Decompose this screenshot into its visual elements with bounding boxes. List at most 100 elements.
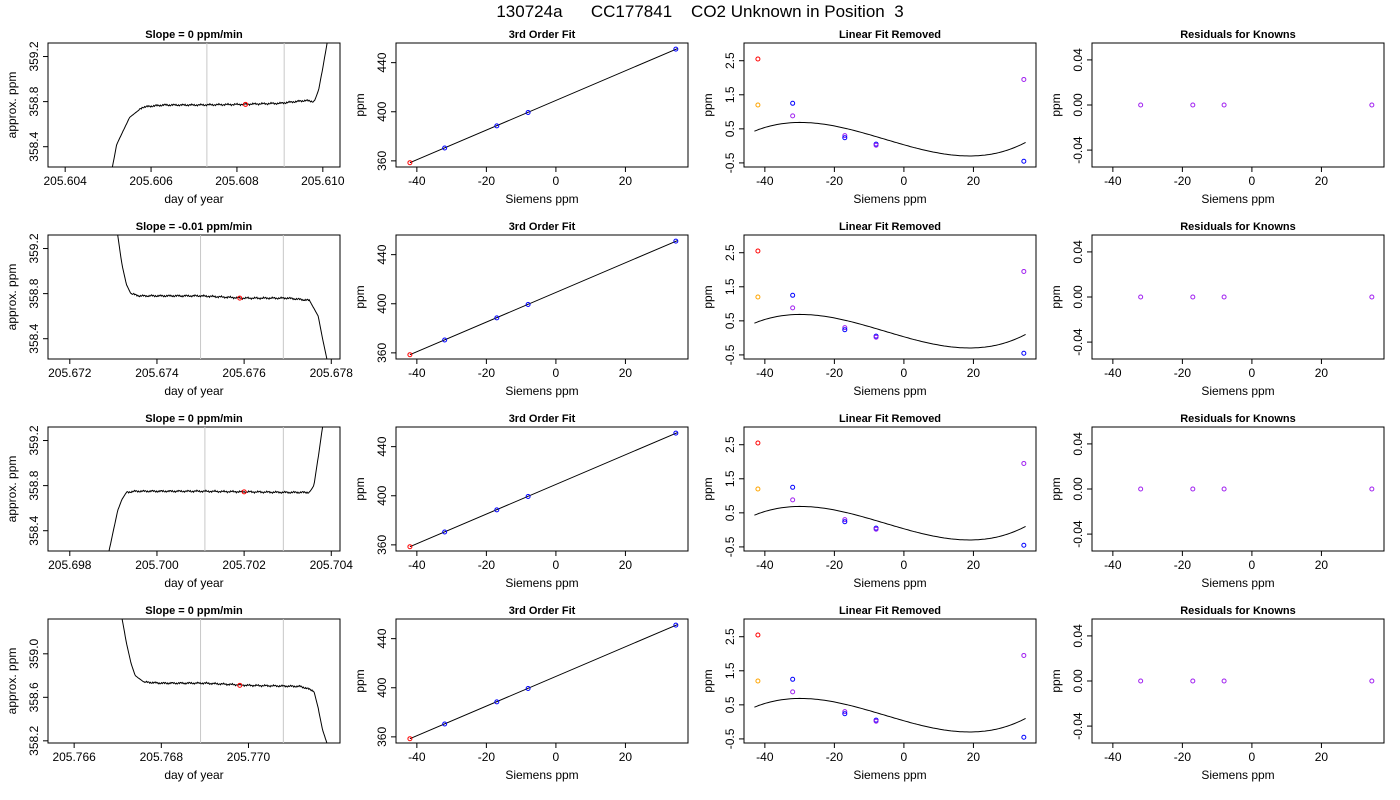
- x-tick-label: 205.678: [310, 366, 354, 380]
- data-trace: [111, 43, 328, 167]
- x-tick-label: 205.610: [301, 174, 345, 188]
- panel-r1-c4: Residuals for Knowns Siemens ppm ppm -40 -20…: [1049, 29, 1385, 206]
- x-tick-label: 205.700: [135, 558, 179, 572]
- x-tick-label: 0: [1249, 750, 1256, 764]
- x-tick-label: 205.674: [135, 366, 179, 380]
- data-point: [790, 676, 796, 682]
- y-tick-label: -0.04: [1071, 520, 1085, 548]
- y-tick-label: 0.04: [1071, 48, 1085, 72]
- plot-area: [1138, 678, 1375, 684]
- data-point: [755, 678, 761, 684]
- x-tick-label: -40: [408, 750, 426, 764]
- x-tick-label: -40: [756, 558, 774, 572]
- x-tick-label: 0: [553, 750, 560, 764]
- y-tick-label: 0.04: [1071, 432, 1085, 456]
- data-point: [1021, 460, 1027, 466]
- y-tick-label: -0.5: [723, 728, 737, 749]
- x-axis-label: Siemens ppm: [505, 192, 578, 206]
- x-tick-label: -40: [756, 750, 774, 764]
- x-tick-label: -40: [756, 174, 774, 188]
- plot-frame: [47, 618, 341, 744]
- x-tick-label: -20: [1174, 750, 1192, 764]
- panel-r2-c2: 3rd Order Fit Siemens ppm ppm -40 -20 0 20 360 4…: [353, 221, 689, 398]
- x-tick-label: -40: [408, 366, 426, 380]
- plot-area: [754, 440, 1027, 548]
- data-point: [442, 145, 448, 151]
- x-tick-label: -20: [478, 366, 496, 380]
- x-tick-label: 20: [619, 558, 633, 572]
- data-point: [525, 301, 531, 307]
- y-axis-label: ppm: [353, 477, 367, 500]
- data-point: [790, 305, 796, 311]
- x-axis-label: Siemens ppm: [1201, 576, 1274, 590]
- data-point: [494, 315, 500, 321]
- x-tick-label: 205.768: [140, 750, 184, 764]
- y-tick-label: 0.00: [1071, 669, 1085, 693]
- data-point: [1021, 76, 1027, 82]
- y-tick-label: 440: [375, 436, 389, 456]
- plot-frame: [1091, 42, 1385, 168]
- data-point: [407, 544, 413, 550]
- x-axis-label: day of year: [164, 192, 223, 206]
- x-tick-label: -40: [408, 558, 426, 572]
- x-tick-label: 0: [1249, 366, 1256, 380]
- plot-frame: [743, 426, 1037, 552]
- x-tick-label: -20: [826, 174, 844, 188]
- data-point: [1221, 486, 1227, 492]
- x-tick-label: 20: [619, 366, 633, 380]
- data-point: [1221, 102, 1227, 108]
- plot-frame: [395, 234, 689, 360]
- data-point: [755, 248, 761, 254]
- panel-title: Slope = 0 ppm/min: [145, 29, 243, 41]
- y-tick-label: 0.5: [723, 312, 737, 329]
- data-point: [1190, 102, 1196, 108]
- data-point: [1021, 542, 1027, 548]
- y-tick-label: -0.5: [723, 536, 737, 557]
- y-tick-label: 358.6: [27, 682, 41, 712]
- x-axis-label: day of year: [164, 768, 223, 782]
- plot-frame: [47, 234, 341, 360]
- y-axis-label: ppm: [1049, 285, 1063, 308]
- y-tick-label: 440: [375, 52, 389, 72]
- data-point: [755, 486, 761, 492]
- data-point: [873, 142, 879, 148]
- y-tick-label: 358.8: [27, 278, 41, 308]
- y-tick-label: 2.5: [723, 628, 737, 645]
- fit-curve: [754, 121, 1026, 157]
- x-tick-label: -20: [826, 366, 844, 380]
- y-tick-label: 0.5: [723, 504, 737, 521]
- data-point: [755, 102, 761, 108]
- data-point: [1138, 294, 1144, 300]
- x-axis-label: Siemens ppm: [505, 384, 578, 398]
- plot-frame: [1091, 234, 1385, 360]
- data-point: [755, 294, 761, 300]
- y-tick-label: 358.8: [27, 470, 41, 500]
- y-tick-label: 358.2: [27, 725, 41, 755]
- plot-frame: [1091, 426, 1385, 552]
- x-tick-label: 205.770: [227, 750, 271, 764]
- plot-area: [754, 632, 1027, 740]
- x-tick-label: 20: [967, 174, 981, 188]
- x-tick-label: 20: [1315, 750, 1329, 764]
- data-point: [842, 519, 848, 525]
- data-point: [842, 135, 848, 141]
- panel-title: Linear Fit Removed: [839, 221, 941, 233]
- y-tick-label: 1.5: [723, 662, 737, 679]
- plot-frame: [395, 426, 689, 552]
- y-tick-label: -0.04: [1071, 712, 1085, 740]
- y-tick-label: 358.4: [27, 131, 41, 161]
- panel-r3-c2: 3rd Order Fit Siemens ppm ppm -40 -20 0 20 360 4…: [353, 413, 689, 590]
- panel-title: 3rd Order Fit: [509, 413, 576, 425]
- x-tick-label: 205.676: [222, 366, 266, 380]
- plot-frame: [743, 42, 1037, 168]
- y-tick-label: 1.5: [723, 278, 737, 295]
- y-axis-label: ppm: [1049, 477, 1063, 500]
- y-tick-label: 1.5: [723, 470, 737, 487]
- panel-r3-c3: Linear Fit Removed Siemens ppm ppm -40 -20 0 2…: [701, 413, 1037, 590]
- panel-title: Slope = 0 ppm/min: [145, 605, 243, 617]
- data-point: [1021, 734, 1027, 740]
- panel-r2-c1: Slope = -0.01 ppm/min day of year approx. …: [5, 221, 353, 398]
- y-tick-label: 359.2: [27, 425, 41, 455]
- y-tick-label: 360: [375, 151, 389, 171]
- x-tick-label: 205.766: [52, 750, 96, 764]
